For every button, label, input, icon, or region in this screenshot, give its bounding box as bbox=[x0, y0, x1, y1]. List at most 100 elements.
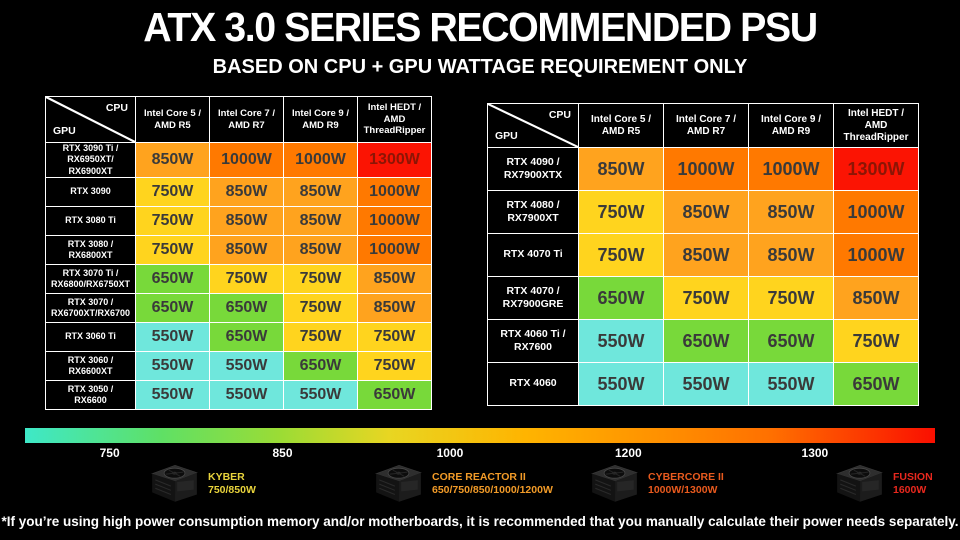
product-name: CYBERCORE II bbox=[648, 470, 724, 483]
gpu-row: RTX 3090 750W 850W 850W 1000W bbox=[45, 176, 432, 207]
rtx-4000-rx-7000-psu-table: CPU GPU Intel Core 5 / AMD R5 Intel Core 7 … bbox=[487, 103, 919, 406]
gpu-row-header: RTX 4060 bbox=[487, 362, 579, 406]
product-label: CYBERCORE II 1000W/1300W bbox=[648, 471, 724, 497]
wattage-cell: 850W bbox=[357, 263, 432, 294]
wattage-cell: 650W bbox=[833, 362, 919, 406]
wattage-cell: 750W bbox=[283, 263, 358, 294]
psu-image-cybercore-ii bbox=[591, 464, 638, 502]
product-watts: 1600W bbox=[893, 484, 927, 496]
wattage-cell: 650W bbox=[578, 276, 664, 320]
wattage-cell: 750W bbox=[135, 176, 210, 207]
psu-image-wrap bbox=[372, 460, 424, 509]
gpu-row: RTX 3090 Ti / RX6950XT/ RX6900XT 850W 1000… bbox=[45, 142, 432, 178]
wattage-cell: 1000W bbox=[283, 142, 358, 178]
product-watts: 1000W/1300W bbox=[648, 484, 718, 496]
gpu-row-header: RTX 3050 / RX6600 bbox=[45, 379, 136, 410]
corner-cpu-label: CPU bbox=[548, 109, 571, 121]
gpu-row-header: RTX 3090 bbox=[45, 176, 136, 207]
scale-tick-850: 850 bbox=[272, 446, 293, 460]
psu-image-core-reactor-ii bbox=[375, 464, 422, 502]
wattage-cell: 550W bbox=[135, 350, 210, 381]
wattage-cell: 1300W bbox=[357, 142, 432, 178]
gpu-row-header: RTX 3090 Ti / RX6950XT/ RX6900XT bbox=[45, 142, 136, 178]
wattage-cell: 1000W bbox=[748, 147, 834, 191]
psu-table-rtx4000: CPU GPU Intel Core 5 / AMD R5 Intel Core 7 … bbox=[487, 103, 919, 406]
scale-tick-1000: 1000 bbox=[436, 446, 464, 460]
header-row: CPU GPU Intel Core 5 / AMD R5 Intel Core 7 … bbox=[487, 103, 919, 148]
wattage-cell: 850W bbox=[357, 292, 432, 323]
cpu-column-header: Intel Core 9 / AMD R9 bbox=[283, 96, 358, 143]
diagonal-divider bbox=[46, 97, 135, 142]
wattage-cell: 1000W bbox=[663, 147, 749, 191]
wattage-cell: 850W bbox=[283, 176, 358, 207]
wattage-cell: 550W bbox=[135, 379, 210, 410]
gpu-row: RTX 4090 / RX7900XTX 850W 1000W 1000W 1300W bbox=[487, 147, 919, 191]
wattage-cell: 1000W bbox=[209, 142, 284, 178]
wattage-cell: 750W bbox=[135, 205, 210, 236]
wattage-cell: 750W bbox=[209, 263, 284, 294]
gpu-row-header: RTX 4090 / RX7900XTX bbox=[487, 147, 579, 191]
gpu-row: RTX 4060 Ti / RX7600 550W 650W 650W 750W bbox=[487, 319, 919, 363]
cpu-column-header: Intel Core 5 / AMD R5 bbox=[578, 103, 664, 148]
wattage-cell: 850W bbox=[578, 147, 664, 191]
wattage-cell: 850W bbox=[833, 276, 919, 320]
wattage-cell: 850W bbox=[283, 234, 358, 265]
scale-tick-1200: 1200 bbox=[614, 446, 642, 460]
wattage-cell: 1000W bbox=[357, 176, 432, 207]
cpu-gpu-corner-cell: CPU GPU bbox=[487, 103, 579, 148]
wattage-cell: 850W bbox=[283, 205, 358, 236]
psu-image-fusion bbox=[836, 464, 883, 502]
product-cybercore-ii: CYBERCORE II 1000W/1300W bbox=[588, 460, 724, 508]
wattage-cell: 750W bbox=[135, 234, 210, 265]
cpu-column-header: Intel HEDT / AMD ThreadRipper bbox=[357, 96, 432, 143]
product-label: CORE REACTOR II 650/750/850/1000/1200W bbox=[432, 471, 553, 497]
wattage-cell: 850W bbox=[209, 176, 284, 207]
gpu-row: RTX 4070 / RX7900GRE 650W 750W 750W 850W bbox=[487, 276, 919, 320]
wattage-cell: 550W bbox=[663, 362, 749, 406]
wattage-cell: 750W bbox=[748, 276, 834, 320]
wattage-cell: 850W bbox=[209, 205, 284, 236]
cpu-column-header: Intel Core 5 / AMD R5 bbox=[135, 96, 210, 143]
product-name: CORE REACTOR II bbox=[432, 470, 526, 483]
wattage-cell: 650W bbox=[283, 350, 358, 381]
product-label: KYBER 750/850W bbox=[208, 471, 256, 497]
gpu-row-header: RTX 4060 Ti / RX7600 bbox=[487, 319, 579, 363]
wattage-cell: 750W bbox=[283, 292, 358, 323]
wattage-cell: 650W bbox=[209, 321, 284, 352]
gpu-row-header: RTX 3060 / RX6600XT bbox=[45, 350, 136, 381]
page-subtitle: BASED ON CPU + GPU WATTAGE REQUIREMENT O… bbox=[212, 56, 748, 78]
gpu-row-header: RTX 3070 Ti / RX6800/RX6750XT bbox=[45, 263, 136, 294]
gpu-row: RTX 4060 550W 550W 550W 650W bbox=[487, 362, 919, 406]
rtx-3000-rx-6000-psu-table: CPU GPU Intel Core 5 / AMD R5 Intel Core 7 … bbox=[45, 96, 432, 410]
corner-gpu-label: GPU bbox=[495, 130, 518, 142]
gpu-row: RTX 3070 Ti / RX6800/RX6750XT 650W 750W 750… bbox=[45, 263, 432, 294]
wattage-cell: 550W bbox=[578, 362, 664, 406]
corner-gpu-label: GPU bbox=[53, 125, 76, 137]
product-label: FUSION 1600W bbox=[893, 471, 933, 497]
wattage-cell: 1000W bbox=[357, 234, 432, 265]
gpu-row-header: RTX 3080 Ti bbox=[45, 205, 136, 236]
product-name: KYBER bbox=[208, 470, 245, 483]
wattage-cell: 650W bbox=[135, 292, 210, 323]
wattage-cell: 550W bbox=[209, 379, 284, 410]
product-core-reactor-ii: CORE REACTOR II 650/750/850/1000/1200W bbox=[372, 460, 553, 508]
wattage-gradient-bar bbox=[25, 428, 935, 443]
wattage-cell: 750W bbox=[578, 233, 664, 277]
product-fusion: FUSION 1600W bbox=[833, 460, 933, 508]
wattage-cell: 550W bbox=[135, 321, 210, 352]
footnote: *If you’re using high power consumption … bbox=[1, 514, 959, 529]
cpu-gpu-corner-cell: CPU GPU bbox=[45, 96, 136, 143]
wattage-cell: 650W bbox=[748, 319, 834, 363]
wattage-cell: 650W bbox=[135, 263, 210, 294]
corner-cpu-label: CPU bbox=[105, 102, 128, 114]
wattage-cell: 750W bbox=[283, 321, 358, 352]
gpu-row-header: RTX 3060 Ti bbox=[45, 321, 136, 352]
psu-image-kyber bbox=[151, 464, 198, 502]
diagonal-divider bbox=[488, 104, 578, 147]
wattage-cell: 1000W bbox=[833, 190, 919, 234]
wattage-cell: 850W bbox=[209, 234, 284, 265]
wattage-cell: 750W bbox=[357, 350, 432, 381]
product-name: FUSION bbox=[893, 470, 933, 483]
wattage-cell: 650W bbox=[357, 379, 432, 410]
